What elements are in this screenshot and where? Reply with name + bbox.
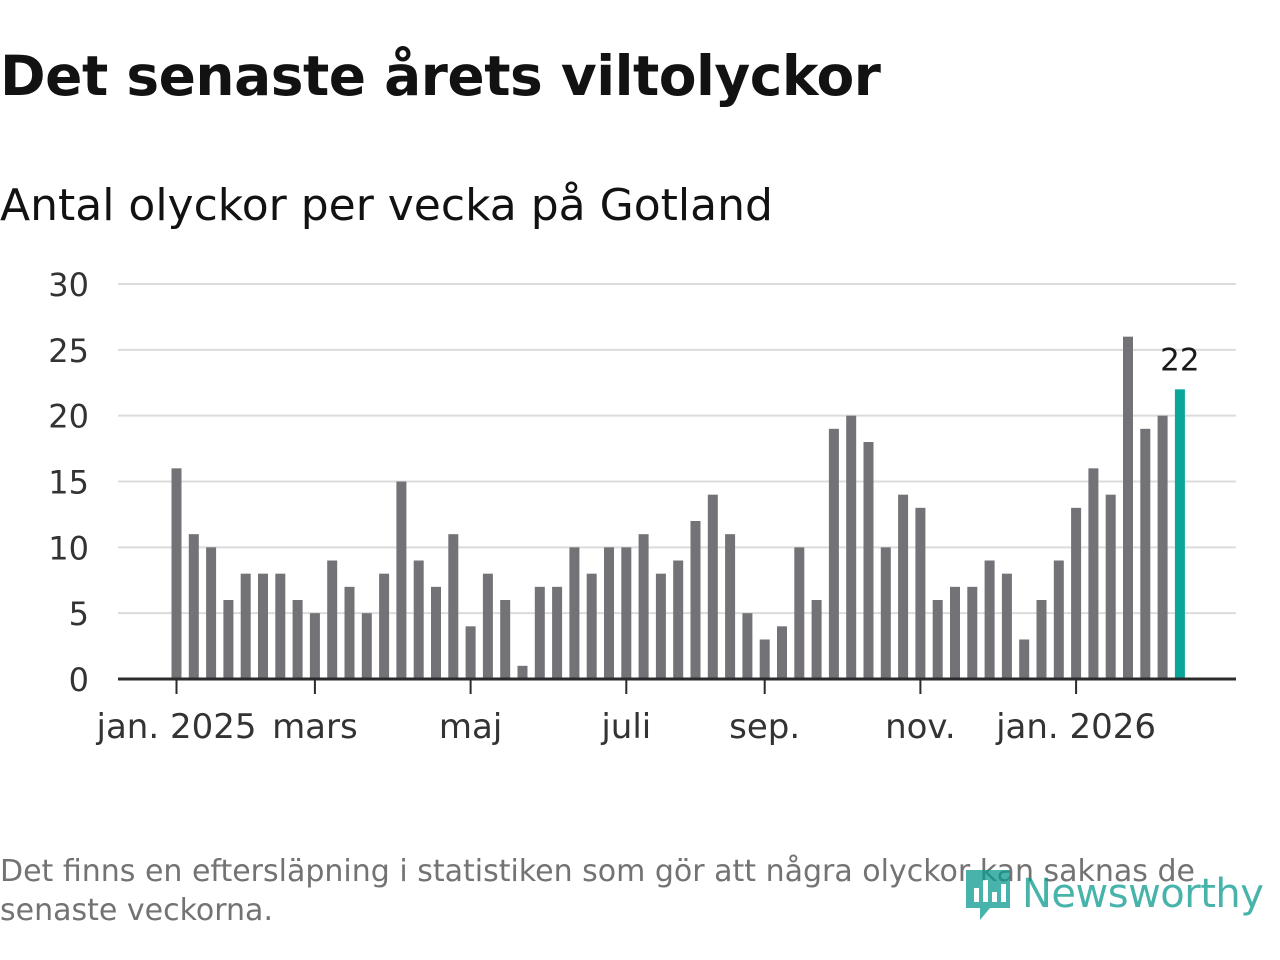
x-tick-label: mars <box>272 707 358 747</box>
bar <box>327 560 338 679</box>
bar <box>309 613 320 679</box>
bar <box>655 573 666 679</box>
bar <box>915 507 926 679</box>
bar <box>725 534 736 679</box>
bar <box>621 547 632 679</box>
bar <box>811 600 822 679</box>
bar <box>171 468 182 679</box>
bar <box>482 573 493 679</box>
newsworthy-logo-icon <box>966 870 1010 920</box>
bar <box>863 442 874 679</box>
highlight-value-label: 22 <box>1160 342 1199 378</box>
x-tick-label: jan. 2025 <box>96 707 257 747</box>
bar <box>1053 560 1064 679</box>
y-tick-label: 10 <box>48 529 89 567</box>
bar-chart: 0 5 10 15 20 25 30 jan. 2025 mars maj juli sep. nov… <box>48 266 1236 747</box>
bar <box>1123 336 1133 679</box>
bar <box>690 521 701 679</box>
bar <box>275 573 286 679</box>
bar <box>240 573 251 679</box>
bar <box>1105 494 1116 679</box>
chart-subtitle: Antal olyckor per vecka på Gotland <box>0 180 773 231</box>
bar <box>552 586 563 679</box>
bar <box>898 494 909 679</box>
bar <box>223 600 234 679</box>
x-tick-label: nov. <box>885 707 956 747</box>
bar <box>258 573 268 679</box>
bar <box>1140 428 1151 679</box>
bar <box>396 481 407 679</box>
bar <box>777 626 787 679</box>
bar <box>292 600 303 679</box>
x-tick-label: maj <box>439 707 502 747</box>
bar <box>1001 573 1012 679</box>
newsworthy-logo: Newsworthy <box>962 862 1264 926</box>
bar <box>448 534 459 679</box>
y-tick-label: 30 <box>48 266 89 304</box>
bar <box>379 573 390 679</box>
bar <box>707 494 718 679</box>
bar <box>967 586 978 679</box>
bar <box>361 613 372 679</box>
bar <box>465 626 476 679</box>
bar <box>984 560 995 679</box>
bar <box>517 665 528 679</box>
bar-highlight <box>1174 389 1185 679</box>
bar <box>344 586 355 679</box>
y-tick-label: 20 <box>48 398 89 436</box>
bar <box>413 560 424 679</box>
y-tick-label: 15 <box>48 464 89 502</box>
bar <box>586 573 597 679</box>
x-tick-label: jan. 2026 <box>995 707 1156 747</box>
bar <box>1036 600 1047 679</box>
bar <box>846 415 857 679</box>
x-tick-label: juli <box>600 707 651 747</box>
bar <box>534 586 545 679</box>
bar <box>604 547 614 679</box>
x-tick-label: sep. <box>729 707 800 747</box>
bar <box>500 600 511 679</box>
bar <box>880 547 891 679</box>
bar <box>1088 468 1099 679</box>
bar <box>673 560 684 679</box>
bar <box>1019 639 1030 679</box>
bar <box>1157 415 1168 679</box>
bar <box>188 534 199 679</box>
newsworthy-logo-text: Newsworthy <box>1022 871 1264 917</box>
bar <box>742 613 753 679</box>
y-tick-label: 0 <box>69 661 89 699</box>
bar <box>1071 507 1082 679</box>
y-axis-tick-labels: 0 5 10 15 20 25 30 <box>48 266 89 699</box>
bar <box>950 586 960 679</box>
bar <box>932 600 943 679</box>
bar <box>431 586 441 679</box>
y-tick-label: 5 <box>69 595 89 633</box>
bar <box>828 428 839 679</box>
x-axis-ticks: jan. 2025 mars maj juli sep. nov. jan. 2026 <box>96 679 1156 747</box>
y-tick-label: 25 <box>48 332 89 370</box>
bars <box>171 336 1185 679</box>
bar <box>638 534 649 679</box>
bar <box>206 547 217 679</box>
bar <box>569 547 580 679</box>
bar <box>759 639 770 679</box>
bar <box>794 547 805 679</box>
chart-title: Det senaste årets viltolyckor <box>0 44 881 108</box>
